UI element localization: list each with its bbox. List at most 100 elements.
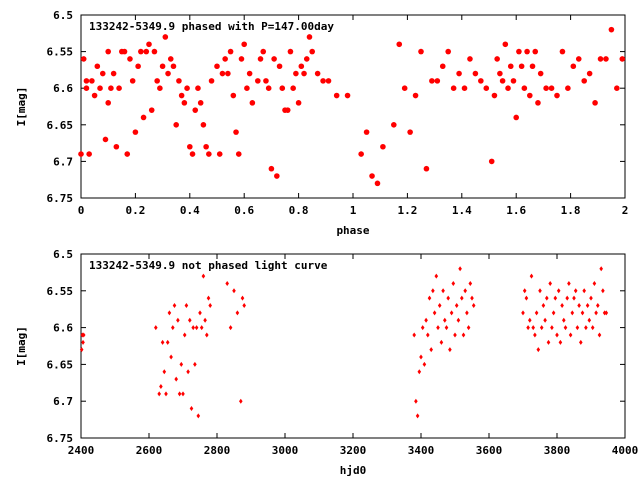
- data-point: [531, 325, 535, 331]
- data-point: [232, 288, 236, 294]
- data-point: [333, 92, 340, 99]
- data-point: [199, 325, 204, 331]
- data-point: [197, 100, 204, 106]
- y-tick-label: 6.6: [53, 322, 73, 335]
- data-point: [592, 280, 597, 286]
- data-point: [184, 303, 189, 309]
- data-point: [535, 100, 541, 106]
- data-point: [208, 303, 212, 309]
- data-point: [287, 48, 294, 55]
- data-point: [178, 92, 185, 99]
- data-point: [108, 85, 114, 91]
- data-point: [241, 41, 247, 48]
- data-point: [502, 41, 509, 48]
- phased-light-curve-panel: 0 0.2 0.4 0.6 0.8 1 1.2 1.4 1.6 1.8 2 6.5 6.55 6.6 6.6…: [15, 9, 628, 237]
- data-point: [467, 56, 473, 62]
- data-point: [461, 332, 466, 338]
- y-tick-label: 6.5: [53, 9, 73, 22]
- data-point: [401, 85, 408, 91]
- data-point: [568, 332, 573, 338]
- data-point: [79, 347, 84, 353]
- data-point: [424, 317, 428, 323]
- data-point: [110, 70, 117, 77]
- data-point: [176, 317, 180, 323]
- data-point: [157, 85, 163, 91]
- data-point: [577, 303, 581, 309]
- data-point: [167, 56, 174, 62]
- data-point: [181, 391, 185, 397]
- chart-title: 133242-5349.9 phased with P=147.00day: [89, 20, 334, 33]
- data-point: [225, 70, 231, 77]
- data-point: [532, 48, 539, 55]
- data-point: [170, 63, 177, 70]
- data-point: [497, 70, 503, 77]
- data-point: [437, 303, 442, 309]
- data-point: [471, 303, 476, 309]
- data-point: [548, 85, 555, 91]
- data-point: [541, 303, 546, 309]
- data-point: [444, 325, 449, 331]
- data-point: [257, 56, 264, 62]
- data-point: [494, 56, 500, 62]
- data-point: [441, 288, 445, 294]
- data-point: [536, 347, 541, 353]
- data-point: [608, 26, 615, 33]
- data-point: [570, 63, 577, 70]
- data-point: [423, 165, 430, 172]
- data-point: [554, 92, 560, 99]
- data-point: [189, 406, 194, 412]
- data-point: [439, 339, 444, 345]
- data-point: [172, 303, 177, 309]
- data-point: [227, 48, 234, 55]
- data-point: [228, 325, 233, 331]
- data-point: [303, 56, 310, 62]
- x-tick-label: 2600: [136, 444, 163, 457]
- data-point: [124, 151, 131, 157]
- x-tick-label: 3800: [544, 444, 571, 457]
- data-point: [614, 85, 620, 91]
- data-point: [132, 129, 139, 135]
- data-point: [420, 325, 425, 331]
- data-point: [463, 288, 467, 294]
- data-point: [374, 180, 381, 187]
- data-point: [274, 173, 280, 179]
- data-point: [94, 63, 101, 70]
- data-point: [597, 56, 604, 62]
- data-point: [619, 56, 626, 62]
- data-point: [456, 317, 461, 323]
- data-point: [165, 339, 170, 345]
- data-point: [233, 129, 239, 135]
- data-point: [465, 310, 469, 316]
- data-point: [546, 339, 551, 345]
- y-tick-label: 6.65: [47, 358, 74, 371]
- data-point: [432, 310, 437, 316]
- x-tick-label: 0.2: [125, 204, 145, 217]
- unphased-light-curve-panel: 2400 2600 2800 3000 3200 3400 3600 3800 4000 6.5 6…: [15, 248, 638, 477]
- data-point: [415, 413, 420, 419]
- x-tick-label: 1.4: [452, 204, 472, 217]
- data-point: [306, 34, 313, 40]
- data-point: [344, 92, 351, 99]
- data-point: [191, 325, 195, 331]
- data-point: [412, 332, 416, 338]
- data-point: [81, 339, 85, 345]
- x-tick-label: 3600: [476, 444, 503, 457]
- data-point: [590, 325, 595, 331]
- data-point: [154, 325, 158, 331]
- data-point: [86, 151, 92, 157]
- data-point: [545, 295, 549, 301]
- data-point: [154, 78, 160, 84]
- data-point: [196, 413, 201, 419]
- data-point: [113, 143, 120, 150]
- data-point: [127, 56, 133, 62]
- data-point: [414, 398, 418, 404]
- y-tick-label: 6.6: [53, 82, 73, 95]
- data-point: [214, 63, 220, 70]
- data-point: [429, 78, 435, 84]
- x-tick-label: 1: [350, 204, 357, 217]
- data-point: [235, 151, 242, 157]
- data-point: [171, 325, 175, 331]
- data-point: [556, 288, 561, 294]
- data-point: [162, 34, 169, 40]
